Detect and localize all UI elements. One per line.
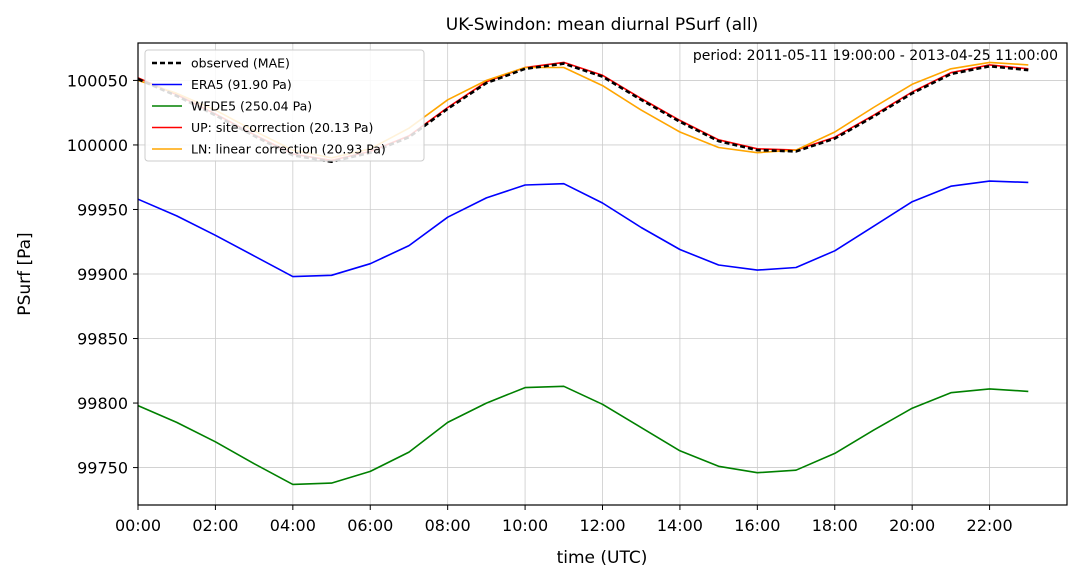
y-tick-label: 99900 [77,265,128,284]
x-tick-label: 06:00 [347,516,393,535]
legend-label: WFDE5 (250.04 Pa) [191,99,312,114]
y-tick-label: 99850 [77,330,128,349]
period-annotation: period: 2011-05-11 19:00:00 - 2013-04-25… [693,48,1058,64]
legend-box [144,49,425,162]
y-tick-layer: 99750 99800 99850 99900 99950 100000 100050 [67,71,138,478]
x-tick-label: 18:00 [812,516,858,535]
series-line-1 [137,180,1029,278]
x-tick-label: 22:00 [967,516,1013,535]
y-tick-label: 99800 [77,394,128,413]
y-axis-label: PSurf [Pa] [15,232,35,315]
x-tick-label: 14:00 [657,516,703,535]
x-tick-label: 16:00 [734,516,780,535]
legend-label: UP: site correction (20.13 Pa) [191,120,373,135]
x-tick-label: 10:00 [502,516,548,535]
x-tick-label: 08:00 [425,516,471,535]
legend-label: ERA5 (91.90 Pa) [191,77,292,92]
y-tick-label: 100000 [67,136,128,155]
y-tick-label: 99750 [77,459,128,478]
x-tick-label: 20:00 [889,516,935,535]
series-line-0 [137,62,1029,163]
y-tick-label: 100050 [67,71,128,90]
legend-label: LN: linear correction (20.93 Pa) [191,142,386,157]
grid [137,43,1067,505]
y-tick-label: 99950 [77,200,128,219]
x-tick-layer: 00:00 02:00 04:00 06:00 08:00 10:00 12:00 14:00… [115,505,1013,535]
legend: observed (MAE) ERA5 (91.90 Pa) WFDE5 (250.… [144,49,425,162]
series-line-2 [137,385,1029,486]
chart-title: UK-Swindon: mean diurnal PSurf (all) [446,15,758,35]
x-tick-label: 00:00 [115,516,161,535]
x-axis-label: time (UTC) [557,548,648,568]
legend-label: observed (MAE) [191,56,290,71]
x-tick-label: 02:00 [192,516,238,535]
x-tick-label: 12:00 [579,516,625,535]
x-tick-label: 04:00 [270,516,316,535]
